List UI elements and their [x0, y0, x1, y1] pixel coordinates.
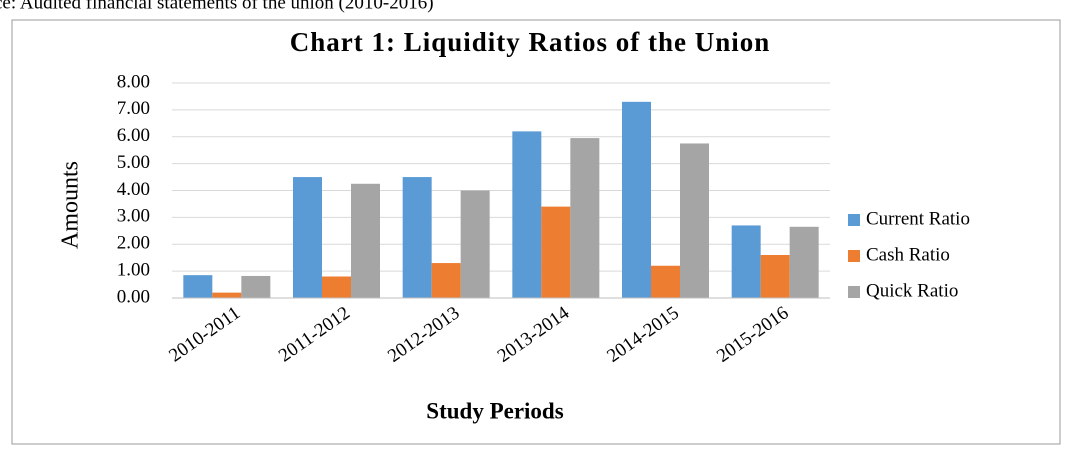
bar — [680, 143, 709, 298]
bar — [212, 292, 242, 298]
bar — [622, 101, 651, 298]
x-tick-label: 2010-2011 — [165, 302, 244, 366]
legend-label: Cash Ratio — [866, 244, 950, 265]
bar — [293, 177, 322, 298]
bar — [351, 183, 380, 298]
y-tick-label: 5.00 — [117, 152, 150, 173]
bar — [760, 255, 790, 298]
bar — [322, 276, 351, 298]
chart-title: Chart 1: Liquidity Ratios of the Union — [290, 27, 771, 57]
bar — [431, 263, 461, 298]
y-tick-label: 1.00 — [117, 259, 150, 280]
legend-swatch — [848, 214, 860, 226]
x-tick-label: 2011-2012 — [275, 302, 354, 366]
x-tick-label: 2015-2016 — [713, 302, 792, 366]
y-tick-label: 3.00 — [117, 206, 150, 227]
x-tick-label: 2013-2014 — [494, 302, 574, 367]
legend-label: Quick Ratio — [866, 280, 958, 301]
bar — [651, 265, 680, 298]
legend-swatch — [848, 250, 860, 262]
bar — [402, 177, 432, 298]
bar — [512, 131, 542, 298]
y-tick-label: 4.00 — [117, 179, 150, 200]
y-tick-label: 6.00 — [117, 125, 150, 146]
x-axis-label: Study Periods — [426, 398, 563, 423]
bar — [183, 275, 213, 298]
x-tick-label: 2014-2015 — [603, 302, 682, 366]
chart-frame — [11, 19, 1061, 445]
x-tick-label: 2012-2013 — [384, 302, 463, 366]
source-note: ce: Audited financial statements of the … — [0, 0, 434, 13]
y-tick-label: 0.00 — [117, 286, 150, 307]
bar — [731, 225, 761, 298]
y-tick-label: 2.00 — [117, 233, 150, 254]
y-axis-label: Amounts — [58, 161, 84, 249]
bar — [460, 190, 490, 298]
y-tick-label: 7.00 — [117, 98, 150, 119]
legend-swatch — [848, 286, 860, 298]
bar — [570, 138, 600, 298]
bar — [789, 226, 819, 298]
y-tick-label: 8.00 — [117, 71, 150, 92]
bar — [241, 275, 271, 298]
legend-label: Current Ratio — [866, 208, 970, 229]
bar — [541, 206, 571, 298]
